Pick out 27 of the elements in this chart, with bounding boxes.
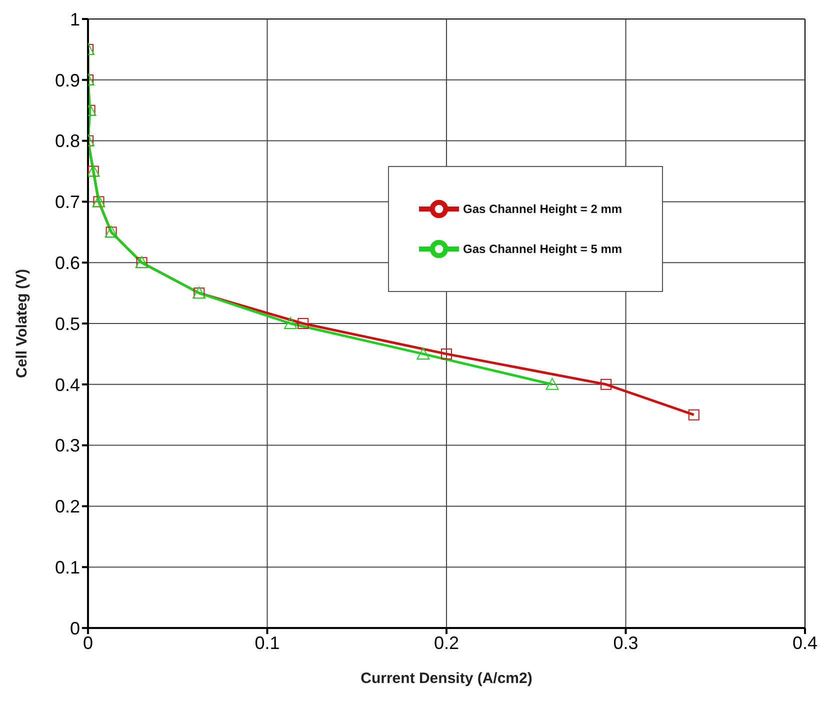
- y-tick-label: 0.3: [54, 436, 80, 456]
- legend-label: Gas Channel Height = 2 mm: [463, 202, 622, 216]
- point: [600, 378, 612, 390]
- x-tick-label: 0: [82, 632, 94, 653]
- x-axis-title: Current Density (A/cm2): [360, 670, 532, 687]
- x-tick-label: 0.1: [254, 632, 280, 653]
- x-tick-label: 0.2: [434, 632, 460, 653]
- point: [441, 348, 452, 360]
- y-tick-label: 0.6: [54, 252, 80, 273]
- point: [298, 318, 309, 329]
- point: [546, 378, 559, 390]
- y-tick-label: 0.5: [54, 314, 80, 334]
- y-axis-title: Cell Volateg (V): [13, 269, 30, 378]
- point: [284, 317, 298, 329]
- y-tick-label: 0.4: [54, 374, 80, 395]
- y-tick-label: 0.9: [54, 70, 80, 90]
- point: [688, 409, 700, 420]
- point: [416, 347, 430, 360]
- legend-label: Gas Channel Height = 5 mm: [463, 242, 622, 256]
- y-tick-label: 0.1: [54, 557, 80, 578]
- y-tick-label: 1: [70, 9, 80, 30]
- y-tick-label: 0.8: [54, 131, 80, 152]
- y-tick-label: 0.2: [54, 496, 80, 517]
- y-tick-label: 0.7: [54, 192, 80, 212]
- x-tick-label: 0.4: [792, 632, 818, 653]
- y-tick-label: 0: [70, 618, 80, 638]
- x-tick-label: 0.3: [613, 632, 638, 653]
